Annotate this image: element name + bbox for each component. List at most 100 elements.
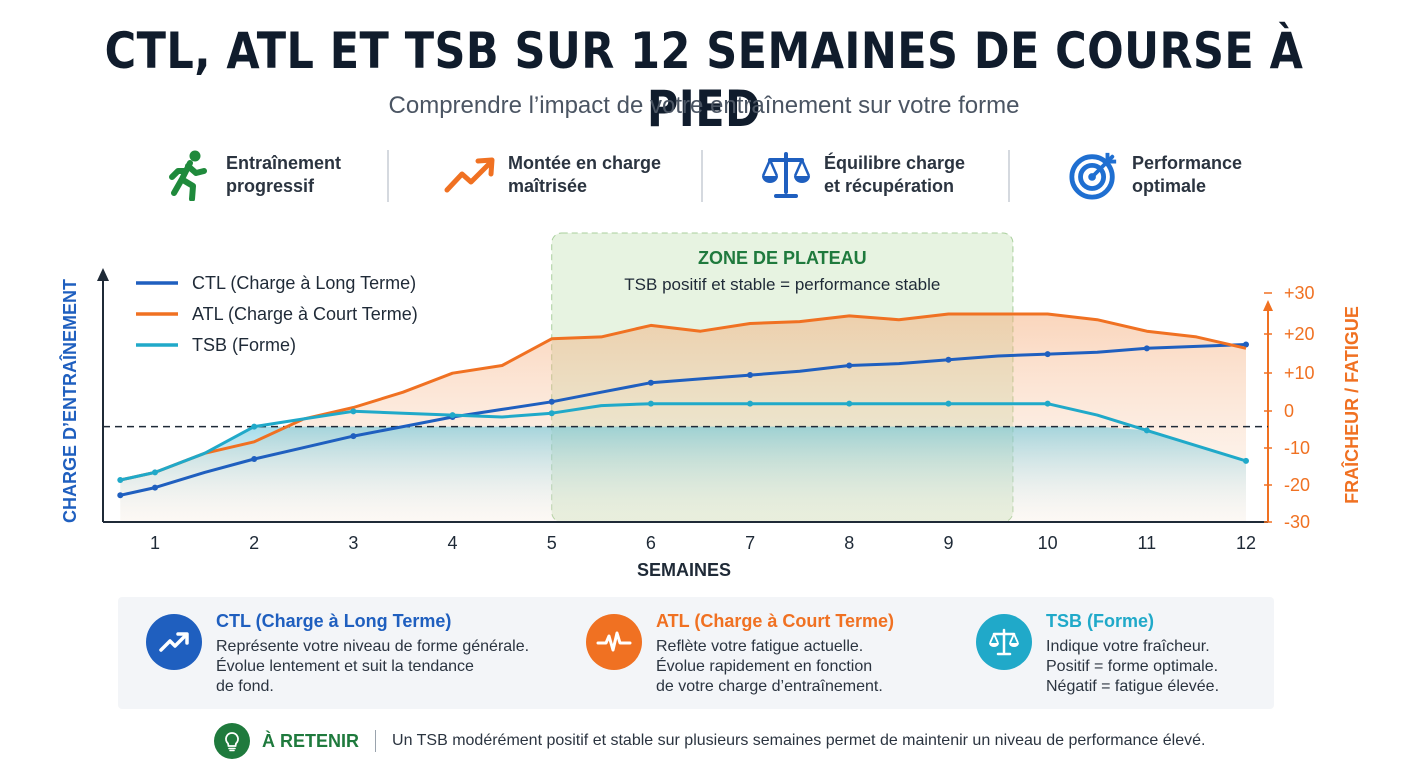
trend-up-icon — [444, 149, 496, 201]
feature-performance-text: Performance optimale — [1132, 153, 1243, 196]
page-subtitle: Comprendre l’impact de votre entraînemen… — [388, 92, 1020, 119]
legend-label-tsb: TSB (Forme) — [192, 335, 296, 355]
tsb-point — [1044, 400, 1051, 407]
target-icon — [1068, 149, 1120, 201]
tsb-point — [449, 412, 456, 419]
feature-strip: Entraînement progressif Montée en charge m… — [150, 145, 1270, 205]
tsb-point — [117, 477, 124, 484]
card-tsb: TSB (Forme) Indique votre fraîcheur. Posi… — [948, 597, 1274, 709]
ctl-point — [846, 362, 853, 369]
tsb-point — [251, 423, 258, 430]
tsb-point — [1143, 427, 1150, 434]
atl-line — [119, 312, 1247, 482]
tsb-line — [119, 402, 1247, 482]
legend-label-atl: ATL (Charge à Court Terme) — [192, 304, 418, 324]
tsb-point — [647, 400, 654, 407]
lightbulb-icon — [214, 723, 250, 759]
ctl-point — [548, 398, 555, 405]
y2-tick-label: +10 — [1284, 363, 1315, 383]
tsb-point — [1243, 457, 1249, 464]
ctl-point — [747, 372, 754, 379]
y2-tick-label: +30 — [1284, 283, 1315, 303]
x-tick-labels: 1 2 3 4 5 6 7 8 9 10 11 12 — [150, 533, 1256, 553]
feature-training: Entraînement progressif — [162, 145, 376, 205]
heartbeat-icon — [586, 614, 642, 670]
ctl-point — [647, 379, 654, 386]
ctl-point — [1243, 341, 1249, 348]
y2-tick-label: -10 — [1284, 438, 1310, 458]
feature-balance-text: Équilibre charge et récupération — [824, 153, 966, 196]
feature-load-text: Montée en charge maîtrisée — [508, 153, 662, 196]
card-ctl: CTL (Charge à Long Terme) Représente vot… — [118, 597, 558, 709]
x-tick-label: 9 — [943, 533, 953, 553]
balance-scale-icon — [760, 149, 812, 201]
tsb-area — [120, 426, 1246, 522]
y2-tick-label: 0 — [1284, 401, 1294, 421]
y2-tick-label: +20 — [1284, 324, 1315, 344]
feature-balance: Équilibre charge et récupération — [760, 145, 984, 205]
key-takeaway-text: Un TSB modérément positif et stable sur … — [392, 732, 1206, 749]
ctl-point — [350, 433, 357, 440]
x-tick-label: 4 — [448, 533, 458, 553]
card-atl-body: Reflète votre fatigue actuelle. Évolue ra… — [656, 638, 883, 695]
y2-axis-arrow — [1263, 300, 1273, 311]
feature-training-text: Entraînement progressif — [226, 153, 342, 196]
feature-performance: Performance optimale — [1068, 145, 1282, 205]
chart-series — [117, 312, 1249, 499]
tsb-point — [350, 408, 357, 415]
y2-axis-label: FRAÎCHEUR / FATIGUE — [1341, 306, 1362, 504]
key-takeaway-divider — [375, 730, 377, 752]
chart-legend: CTL (Charge à Long Terme) ATL (Charge à C… — [136, 273, 418, 355]
y-axis-arrow — [97, 268, 109, 281]
card-atl: ATL (Charge à Court Terme) Reflète votre… — [558, 597, 948, 709]
ctl-point — [945, 356, 952, 363]
training-load-chart: ZONE DE PLATEAU TSB positif et stable = … — [59, 232, 1362, 580]
trend-up-icon — [146, 614, 202, 670]
x-tick-label: 3 — [348, 533, 358, 553]
ctl-point — [251, 456, 258, 463]
x-tick-label: 7 — [745, 533, 755, 553]
y2-tick-labels: +30 +20 +10 0 -10 -20 -30 — [1264, 283, 1315, 532]
feature-load: Montée en charge maîtrisée — [444, 145, 668, 205]
legend-label-ctl: CTL (Charge à Long Terme) — [192, 273, 416, 293]
x-tick-label: 11 — [1137, 533, 1156, 553]
feature-divider — [1008, 150, 1010, 202]
plateau-title: ZONE DE PLATEAU — [698, 248, 867, 268]
balance-scale-icon — [976, 614, 1032, 670]
tsb-point — [548, 410, 555, 417]
feature-divider — [701, 150, 703, 202]
ctl-point — [1143, 345, 1150, 352]
y2-tick-label: -30 — [1284, 512, 1310, 532]
ctl-point — [152, 484, 158, 491]
x-tick-label: 2 — [249, 533, 259, 553]
x-tick-label: 5 — [547, 533, 557, 553]
ctl-point — [117, 492, 124, 499]
card-tsb-body: Indique votre fraîcheur. Positif = forme … — [1046, 638, 1220, 695]
key-takeaway-label: À RETENIR — [262, 730, 360, 751]
x-tick-label: 10 — [1038, 533, 1058, 553]
ctl-line — [119, 343, 1247, 497]
x-tick-label: 12 — [1236, 533, 1256, 553]
x-tick-label: 6 — [646, 533, 656, 553]
feature-divider — [387, 150, 389, 202]
tsb-point — [152, 469, 158, 476]
x-tick-label: 8 — [844, 533, 854, 553]
y2-tick-label: -20 — [1284, 475, 1310, 495]
chart-axes — [97, 268, 1273, 523]
card-ctl-title: CTL (Charge à Long Terme) — [216, 611, 452, 631]
runner-icon — [162, 149, 214, 201]
tsb-point — [945, 400, 952, 407]
tsb-point — [747, 400, 754, 407]
tsb-point — [846, 400, 853, 407]
card-atl-title: ATL (Charge à Court Terme) — [656, 611, 895, 631]
explanation-cards: CTL (Charge à Long Terme) Représente vot… — [118, 597, 1274, 709]
page-title: CTL, ATL ET TSB SUR 12 SEMAINES DE COURS… — [104, 22, 1304, 138]
card-tsb-title: TSB (Forme) — [1046, 611, 1154, 631]
ctl-point — [1044, 351, 1051, 358]
y-axis-label: CHARGE D’ENTRAÎNEMENT — [59, 279, 80, 523]
x-tick-label: 1 — [150, 533, 160, 553]
plateau-subtitle: TSB positif et stable = performance stab… — [624, 275, 940, 294]
card-ctl-body: Représente votre niveau de forme général… — [216, 638, 530, 695]
x-axis-label: SEMAINES — [637, 560, 731, 580]
key-takeaway: À RETENIR Un TSB modérément positif et s… — [214, 722, 1205, 760]
